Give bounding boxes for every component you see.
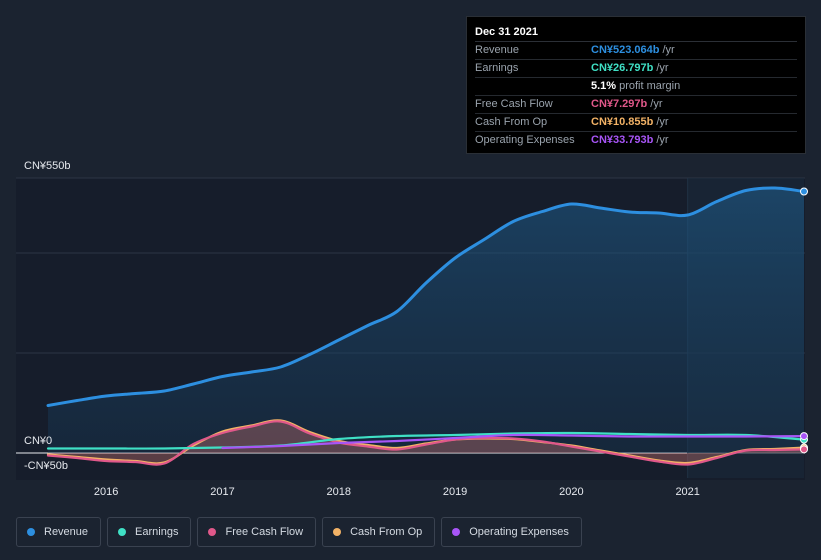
tooltip-row-unit: /yr <box>650 98 663 110</box>
legend-dot-icon <box>333 528 342 536</box>
fcf-end-marker <box>800 445 808 454</box>
legend-label: Earnings <box>135 526 179 538</box>
tooltip-row: Cash From Op CN¥10.855b/yr <box>475 114 797 132</box>
tooltip-row-label <box>475 78 591 95</box>
tooltip-row: 5.1% profit margin <box>475 78 797 96</box>
tooltip-row-value: CN¥10.855b <box>591 116 654 128</box>
legend: Revenue Earnings Free Cash Flow Cash From O… <box>16 517 582 547</box>
opex-line <box>221 433 806 450</box>
tooltip-row-label: Operating Expenses <box>475 134 575 146</box>
tooltip-row-unit: /yr <box>656 134 669 146</box>
x-tick-label: 2017 <box>210 486 234 498</box>
legend-item-free-cash-flow[interactable]: Free Cash Flow <box>197 517 317 547</box>
legend-item-revenue[interactable]: Revenue <box>16 517 102 547</box>
tooltip-row-value: CN¥33.793b <box>591 134 654 146</box>
legend-dot-icon <box>208 528 217 536</box>
revenue-area <box>48 187 804 453</box>
legend-dot-icon <box>118 528 127 536</box>
series-lines <box>46 186 806 466</box>
earnings-line <box>46 431 806 450</box>
tooltip-row-unit: /yr <box>662 44 675 56</box>
tooltip-date: Dec 31 2021 <box>475 23 797 42</box>
revenue-end-marker <box>800 187 808 196</box>
legend-dot-icon <box>27 528 35 536</box>
end-markers <box>800 187 808 454</box>
x-tick-label: 2019 <box>443 486 467 498</box>
y-axis-top-label: CN¥550b <box>24 160 71 172</box>
x-tick-label: 2016 <box>94 486 118 498</box>
tooltip-row: Revenue CN¥523.064b/yr <box>475 42 797 60</box>
tooltip-row-label: Free Cash Flow <box>475 98 553 110</box>
x-tick-label: 2021 <box>675 486 699 498</box>
legend-label: Cash From Op <box>350 526 423 538</box>
tooltip-row-unit: profit margin <box>619 80 681 92</box>
tooltip-row: Free Cash Flow CN¥7.297b/yr <box>475 96 797 114</box>
x-tick-label: 2018 <box>327 486 351 498</box>
legend-item-operating-expenses[interactable]: Operating Expenses <box>441 517 582 547</box>
x-tick-label: 2020 <box>559 486 583 498</box>
revenue-line <box>46 186 806 407</box>
opex-end-marker <box>800 432 808 441</box>
legend-label: Operating Expenses <box>469 526 569 538</box>
tooltip-row-label: Cash From Op <box>475 116 548 128</box>
legend-item-cash-from-op[interactable]: Cash From Op <box>322 517 436 547</box>
y-axis-bottom-label: -CN¥50b <box>24 460 69 472</box>
tooltip-row: Operating Expenses CN¥33.793b/yr <box>475 132 797 149</box>
cfo-area <box>48 420 804 464</box>
tooltip-row-unit: /yr <box>656 116 669 128</box>
tooltip-row-value: CN¥7.297b <box>591 98 648 110</box>
tooltip-row-unit: /yr <box>656 62 669 74</box>
x-axis-ticks: 2016 2017 2018 2019 2020 2021 <box>94 486 700 498</box>
tooltip: Dec 31 2021 Revenue CN¥523.064b/yr Earning… <box>466 16 806 154</box>
tooltip-row-value: 5.1% <box>591 80 617 92</box>
fcf-line <box>46 420 806 466</box>
legend-item-earnings[interactable]: Earnings <box>107 517 192 547</box>
tooltip-row-label: Earnings <box>475 62 519 74</box>
y-axis-zero-label: CN¥0 <box>24 435 53 447</box>
tooltip-row: Earnings CN¥26.797b/yr <box>475 60 797 78</box>
legend-dot-icon <box>452 528 461 536</box>
tooltip-row-label: Revenue <box>475 44 520 56</box>
tooltip-row-value: CN¥523.064b <box>591 44 660 56</box>
legend-label: Revenue <box>44 526 89 538</box>
legend-label: Free Cash Flow <box>225 526 304 538</box>
tooltip-row-value: CN¥26.797b <box>591 62 654 74</box>
